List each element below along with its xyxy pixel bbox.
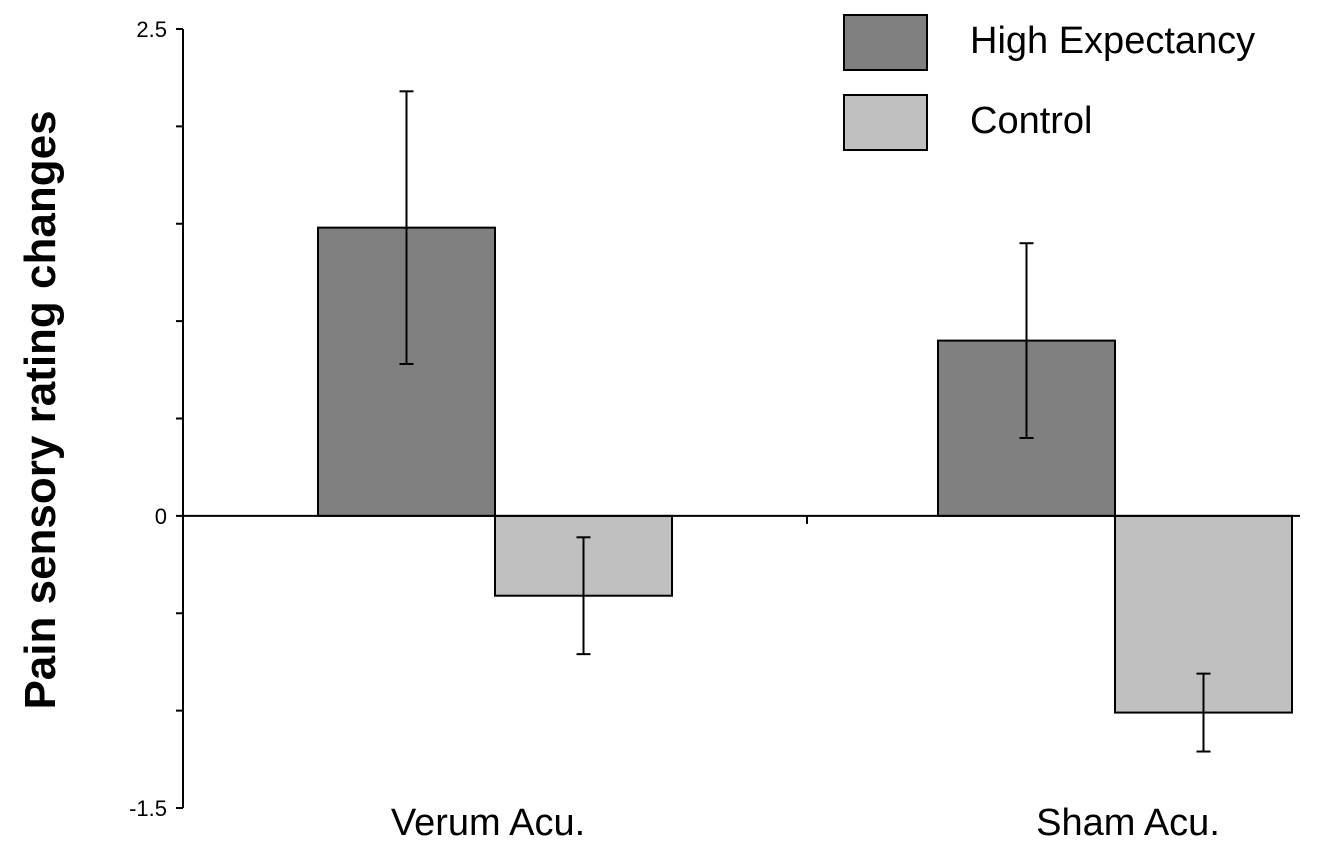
zero-baseline bbox=[183, 514, 1300, 524]
y-tick-label: 2.5 bbox=[136, 17, 167, 42]
legend-label: Control bbox=[970, 100, 1093, 142]
legend-label: High Expectancy bbox=[970, 20, 1255, 62]
y-axis-label: Pain sensory rating changes bbox=[16, 110, 65, 709]
category-label: Verum Acu. bbox=[391, 802, 585, 844]
error-bars bbox=[399, 90, 1211, 753]
legend-swatch bbox=[843, 14, 928, 71]
legend-swatch bbox=[843, 94, 928, 151]
category-labels: Verum Acu. Sham Acu. bbox=[391, 802, 1220, 844]
y-tick-label: -1.5 bbox=[129, 796, 167, 821]
bars bbox=[317, 226, 1293, 714]
category-label: Sham Acu. bbox=[1036, 802, 1220, 844]
legend: High Expectancy Control bbox=[843, 14, 1255, 151]
y-tick-label: 0 bbox=[155, 504, 167, 529]
y-axis: 2.5 0 -1.5 bbox=[129, 17, 184, 821]
